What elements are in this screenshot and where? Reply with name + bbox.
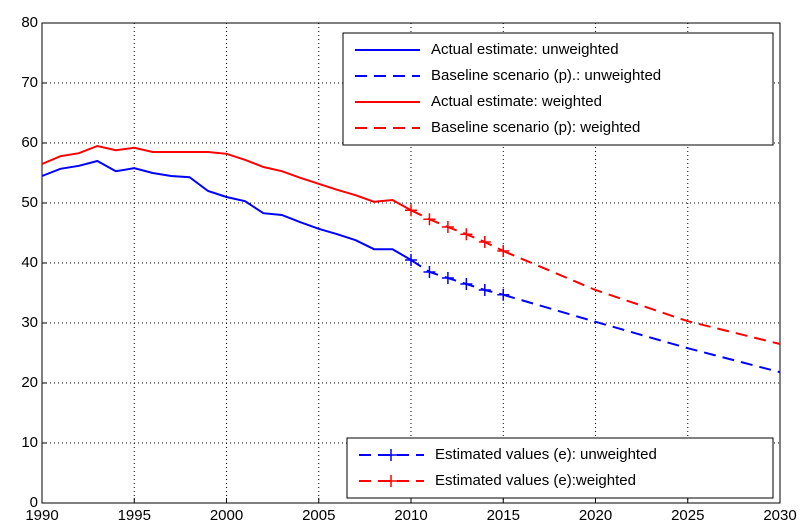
marker: [423, 213, 436, 226]
x-tick-label: 2010: [394, 507, 427, 524]
series-line: [502, 293, 781, 374]
series-line: [41, 144, 412, 212]
y-tick-label: 10: [21, 434, 38, 451]
y-tick-label: 60: [21, 134, 38, 151]
marker: [497, 288, 510, 301]
marker: [460, 228, 473, 241]
legend-marker: [385, 449, 397, 461]
y-tick-label: 30: [21, 314, 38, 331]
y-tick-label: 80: [21, 14, 38, 31]
y-tick-label: 50: [21, 194, 38, 211]
marker: [478, 236, 491, 248]
marker: [460, 278, 473, 290]
legend: Estimated values (e): unweighted Estimate…: [346, 437, 774, 499]
y-tick-label: 40: [21, 254, 38, 271]
x-tick-label: 2005: [302, 507, 335, 524]
axes-box: [41, 22, 781, 504]
y-tick-label: 70: [21, 74, 38, 91]
y-tick-label: 20: [21, 374, 38, 391]
legend-label: Baseline scenario (p).: unweighted: [431, 67, 661, 84]
x-tick-label: 2030: [763, 507, 796, 524]
marker: [478, 284, 491, 296]
legend-label: Actual estimate: unweighted: [431, 41, 619, 58]
y-tick-label: 0: [30, 494, 38, 511]
legend-label: Estimated values (e): unweighted: [435, 446, 657, 463]
marker: [423, 266, 436, 278]
x-tick-label: 2000: [210, 507, 243, 524]
legend-box: [346, 437, 774, 499]
series-line: [410, 259, 504, 296]
x-tick-label: 1990: [25, 507, 58, 524]
series-line: [41, 159, 412, 261]
marker: [497, 245, 510, 257]
x-tick-label: 2015: [487, 507, 520, 524]
legend-label: Baseline scenario (p): weighted: [431, 119, 640, 136]
marker: [441, 272, 454, 284]
legend-box: [342, 32, 774, 146]
marker: [405, 204, 417, 217]
legend-label: Estimated values (e):weighted: [435, 472, 636, 489]
x-tick-label: 2020: [579, 507, 612, 524]
marker: [441, 221, 454, 233]
series-line: [410, 209, 504, 252]
x-tick-label: 2025: [671, 507, 704, 524]
legend-label: Actual estimate: weighted: [431, 93, 602, 110]
marker: [405, 254, 417, 266]
x-tick-label: 1995: [118, 507, 151, 524]
legend: Actual estimate: unweighted Baseline scen…: [342, 32, 774, 146]
legend-marker: [385, 475, 397, 487]
